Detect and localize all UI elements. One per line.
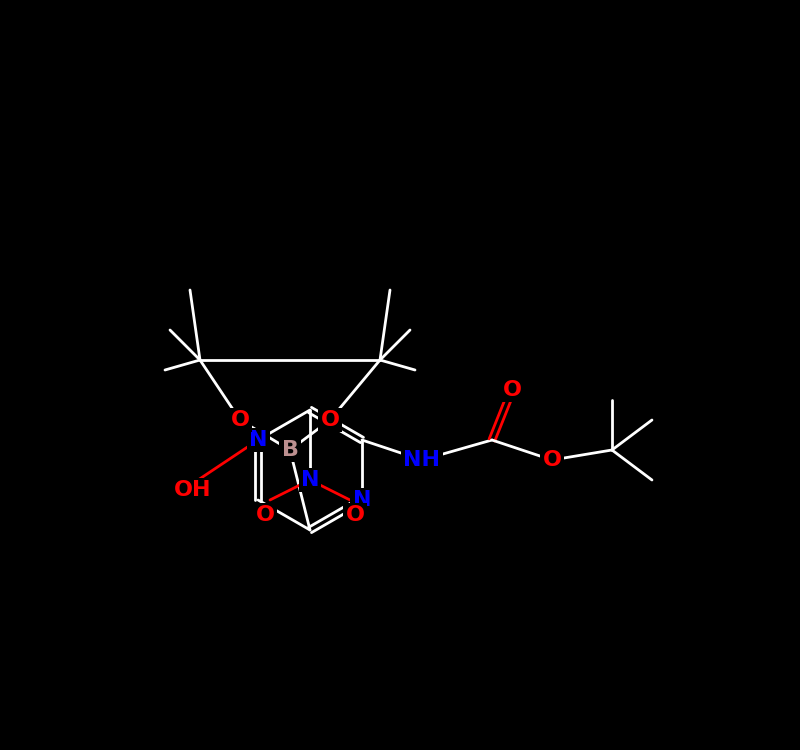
- Text: B: B: [282, 440, 298, 460]
- Text: O: O: [321, 410, 339, 430]
- Text: N: N: [353, 490, 371, 510]
- Text: O: O: [346, 505, 365, 525]
- Text: N: N: [301, 470, 319, 490]
- Text: O: O: [542, 450, 562, 470]
- Text: OH: OH: [174, 480, 212, 500]
- Text: N: N: [249, 430, 267, 450]
- Text: NH: NH: [403, 450, 441, 470]
- Text: O: O: [255, 505, 274, 525]
- Text: O: O: [230, 410, 250, 430]
- Text: O: O: [502, 380, 522, 400]
